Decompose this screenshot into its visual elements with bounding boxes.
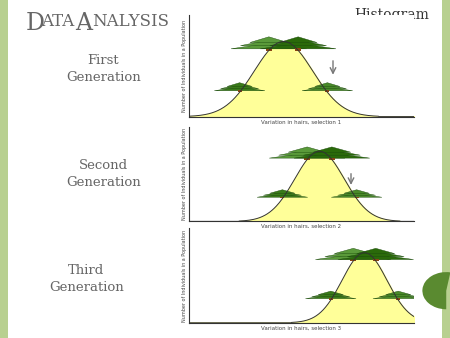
Polygon shape — [227, 83, 252, 87]
Polygon shape — [302, 87, 353, 91]
Bar — [350, 259, 356, 261]
Text: Third
Generation: Third Generation — [49, 264, 124, 294]
Bar — [396, 298, 400, 300]
Bar — [329, 158, 335, 160]
Text: NALYSIS: NALYSIS — [92, 13, 169, 29]
Y-axis label: Number of Individuals in a Population: Number of Individuals in a Population — [182, 20, 187, 112]
Polygon shape — [331, 194, 382, 197]
Polygon shape — [312, 293, 350, 297]
Polygon shape — [250, 37, 288, 43]
Polygon shape — [279, 150, 336, 155]
Polygon shape — [325, 251, 382, 257]
Bar — [280, 197, 284, 198]
Text: ATA: ATA — [40, 13, 74, 29]
Text: First
Generation: First Generation — [66, 54, 141, 84]
Bar — [373, 259, 379, 261]
Bar — [266, 48, 272, 51]
Polygon shape — [214, 87, 265, 91]
Polygon shape — [318, 291, 343, 295]
Text: Second
Generation: Second Generation — [66, 159, 141, 189]
Polygon shape — [306, 295, 356, 299]
Y-axis label: Number of Individuals in a Population: Number of Individuals in a Population — [182, 128, 187, 220]
Polygon shape — [220, 85, 259, 89]
Polygon shape — [334, 248, 372, 254]
Polygon shape — [260, 43, 336, 49]
Polygon shape — [294, 153, 370, 158]
Polygon shape — [269, 153, 345, 158]
Polygon shape — [279, 37, 317, 43]
Polygon shape — [357, 248, 395, 254]
Polygon shape — [288, 147, 326, 152]
Bar — [295, 48, 301, 51]
Polygon shape — [270, 190, 295, 193]
Polygon shape — [315, 254, 391, 260]
Bar — [238, 91, 242, 92]
Polygon shape — [338, 254, 414, 260]
Bar — [325, 91, 329, 92]
Polygon shape — [386, 291, 411, 295]
Polygon shape — [257, 194, 308, 197]
Polygon shape — [263, 192, 302, 195]
Wedge shape — [423, 272, 450, 309]
Text: Histogram: Histogram — [354, 8, 429, 22]
Polygon shape — [373, 295, 423, 299]
Bar — [329, 298, 333, 300]
Polygon shape — [379, 293, 417, 297]
Bar — [355, 197, 359, 198]
Bar — [304, 158, 310, 160]
Text: A: A — [75, 12, 92, 35]
Polygon shape — [270, 40, 327, 46]
Polygon shape — [313, 147, 351, 152]
X-axis label: Variation in hairs, selection 2: Variation in hairs, selection 2 — [261, 224, 342, 229]
X-axis label: Variation in hairs, selection 3: Variation in hairs, selection 3 — [261, 325, 342, 331]
Text: D: D — [26, 12, 45, 35]
Polygon shape — [315, 83, 340, 87]
Polygon shape — [344, 190, 369, 193]
Polygon shape — [308, 85, 346, 89]
Y-axis label: Number of Individuals in a Population: Number of Individuals in a Population — [182, 230, 187, 321]
Polygon shape — [347, 251, 404, 257]
Polygon shape — [303, 150, 360, 155]
Polygon shape — [338, 192, 376, 195]
Polygon shape — [231, 43, 307, 49]
X-axis label: Variation in hairs, selection 1: Variation in hairs, selection 1 — [261, 119, 342, 124]
Polygon shape — [240, 40, 297, 46]
